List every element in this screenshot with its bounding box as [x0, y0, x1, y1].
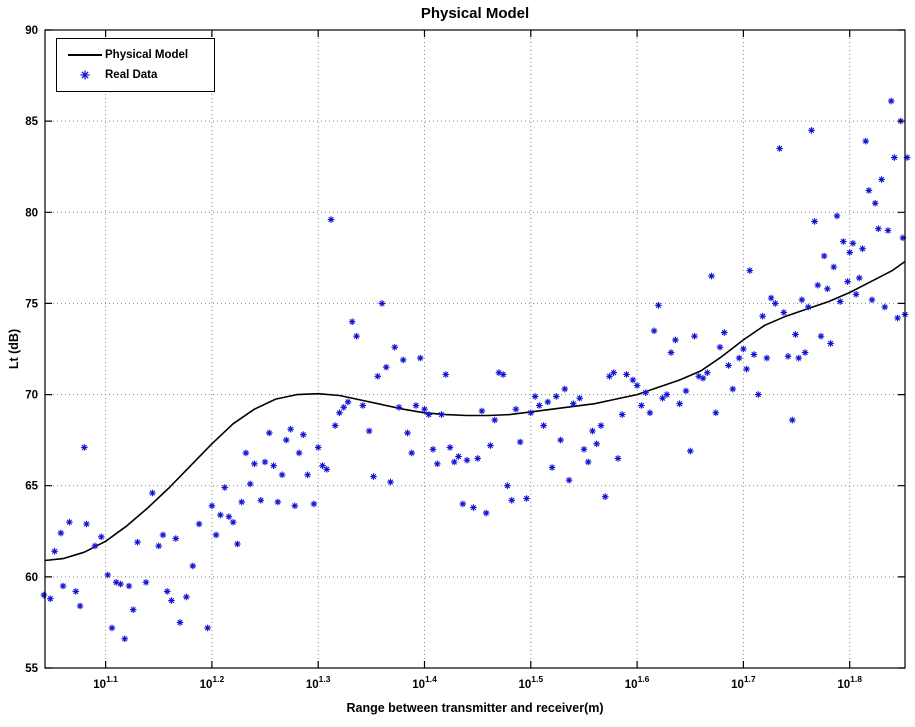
x-tick-label: 101.8 — [837, 674, 862, 691]
y-tick-label: 70 — [25, 390, 38, 402]
y-tick-label: 60 — [25, 572, 38, 584]
x-tick-label: 101.6 — [625, 674, 650, 691]
y-axis-label: Lt (dB) — [7, 328, 21, 370]
legend-item-physical-model: Physical Model — [65, 45, 188, 65]
x-axis-label: Range between transmitter and receiver(m… — [346, 701, 604, 715]
x-tick-label: 101.2 — [200, 674, 225, 691]
y-tick-label: 65 — [25, 481, 38, 493]
y-tick-label: 55 — [25, 663, 38, 675]
x-tick-label: 101.5 — [518, 674, 543, 691]
legend-asterisk-marker-icon — [65, 69, 105, 81]
chart-title: Physical Model — [420, 5, 530, 22]
x-tick-label: 101.4 — [412, 674, 437, 691]
x-tick-label: 101.1 — [93, 674, 118, 691]
legend-label: Real Data — [105, 69, 158, 81]
y-tick-label: 75 — [25, 298, 38, 310]
x-tick-label: 101.7 — [731, 674, 756, 691]
legend-label: Physical Model — [105, 49, 189, 61]
y-tick-label: 85 — [25, 116, 38, 128]
legend-line-marker-icon — [65, 54, 105, 56]
y-tick-label: 80 — [25, 207, 38, 219]
y-tick-label: 90 — [25, 25, 38, 37]
x-tick-label: 101.3 — [306, 674, 331, 691]
legend-item-real-data: Real Data — [65, 65, 188, 85]
legend: Physical Model Real Data — [56, 38, 216, 92]
